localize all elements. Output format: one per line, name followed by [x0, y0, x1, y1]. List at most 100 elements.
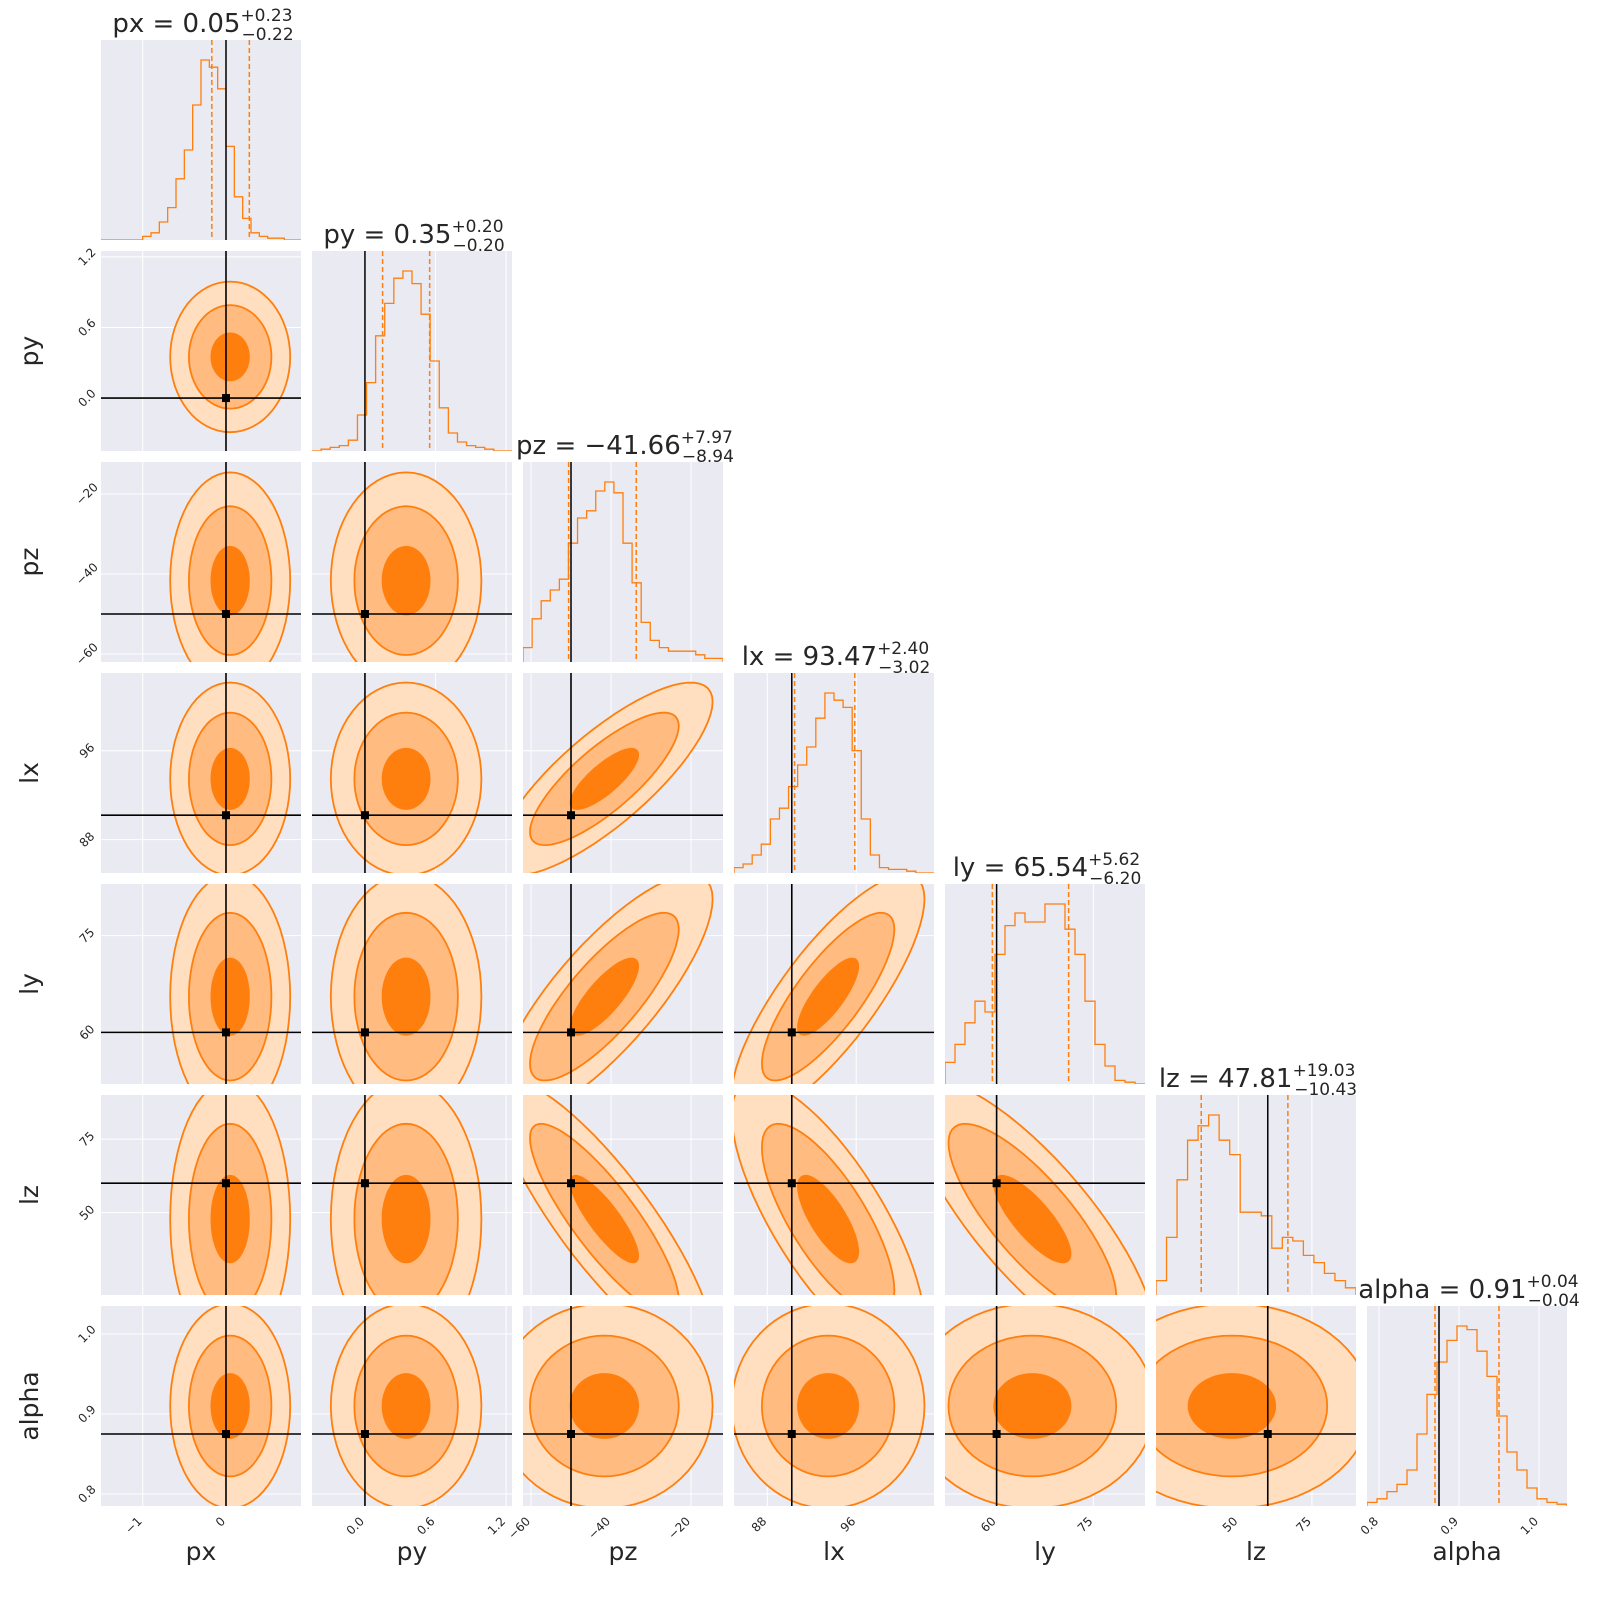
- x-tick-label: 88: [749, 1514, 770, 1535]
- contour-1-sigma: [210, 1174, 250, 1264]
- y-tick-label: 50: [77, 1202, 98, 1223]
- panel-background: [523, 462, 723, 662]
- hist-panel-py: [312, 251, 512, 451]
- y-axis-label-lx: lx: [15, 762, 44, 784]
- truth-marker: [787, 1430, 796, 1438]
- x-tick-label: 1.0: [1518, 1514, 1541, 1537]
- contour-panel-alpha-vs-py: [312, 1306, 512, 1506]
- contour-1-sigma: [210, 332, 250, 382]
- y-tick-label: 75: [77, 1129, 98, 1150]
- y-tick-label: −20: [73, 480, 101, 508]
- truth-marker: [222, 394, 230, 403]
- x-tick-label: 60: [978, 1514, 999, 1535]
- truth-marker: [222, 1430, 230, 1438]
- y-tick-label: 75: [77, 925, 98, 946]
- contour-panel-alpha-vs-lz: [1156, 1306, 1356, 1506]
- x-tick-label: 96: [838, 1514, 859, 1535]
- y-tick-label: 1.2: [75, 245, 98, 268]
- contour-panel-lz-vs-py: [312, 1095, 512, 1295]
- panel-title-pz: pz = −41.66+7.97 −8.94: [516, 428, 734, 467]
- panel-background: [734, 673, 934, 873]
- hist-panel-lz: [1156, 1095, 1356, 1295]
- y-tick-label: 0.9: [75, 1402, 98, 1425]
- truth-marker: [222, 811, 230, 820]
- contour-panel-ly-vs-px: [101, 884, 301, 1084]
- y-axis-label-py: py: [15, 335, 44, 366]
- histogram-lx: [734, 692, 934, 873]
- hist-panel-alpha: [1367, 1306, 1567, 1506]
- y-tick-label: 0.6: [75, 316, 98, 339]
- contour-1-sigma: [797, 957, 860, 1036]
- contour-1-sigma: [210, 747, 250, 810]
- contour-panel-lz-vs-px: [101, 1095, 301, 1295]
- truth-marker: [222, 1028, 230, 1037]
- x-tick-label: 1.2: [485, 1514, 508, 1537]
- truth-marker: [360, 1028, 369, 1037]
- histogram-alpha: [1367, 1325, 1567, 1506]
- contour-panel-lx-vs-pz: [523, 673, 723, 873]
- contour-panel-pz-vs-py: [312, 462, 512, 662]
- x-axis-label-lz: lz: [1246, 1537, 1266, 1566]
- x-axis-label-py: py: [397, 1537, 428, 1566]
- y-tick-label: 1.0: [75, 1322, 98, 1345]
- y-tick-label: 0.0: [75, 386, 98, 409]
- truth-marker: [992, 1179, 1001, 1188]
- truth-marker: [787, 1179, 796, 1188]
- y-tick-label: 96: [77, 740, 98, 761]
- panel-title-alpha: alpha = 0.91+0.04 −0.04: [1358, 1272, 1580, 1311]
- panel-title-lx: lx = 93.47+2.40 −3.02: [742, 639, 931, 678]
- truth-marker: [360, 1179, 369, 1188]
- contour-panel-lz-vs-lx: [734, 1095, 934, 1295]
- x-axis-label-pz: pz: [609, 1537, 638, 1566]
- contour-panel-ly-vs-py: [312, 884, 512, 1084]
- panel-background: [1367, 1306, 1567, 1506]
- x-axis-label-lx: lx: [823, 1537, 845, 1566]
- x-tick-label: −20: [665, 1514, 693, 1542]
- panel-background: [312, 251, 512, 451]
- panel-title-px: px = 0.05+0.23 −0.22: [112, 6, 293, 45]
- panel-title-py: py = 0.35+0.20 −0.20: [323, 217, 504, 256]
- truth-marker: [360, 811, 369, 820]
- truth-marker: [222, 610, 230, 618]
- x-tick-label: 0.9: [1438, 1514, 1461, 1537]
- x-tick-label: 75: [1293, 1514, 1314, 1535]
- y-axis-label-alpha: alpha: [15, 1371, 44, 1440]
- x-tick-label: 0.6: [414, 1514, 437, 1537]
- y-axis-label-lz: lz: [15, 1185, 44, 1205]
- x-axis-label-alpha: alpha: [1432, 1537, 1501, 1566]
- contour-1-sigma: [381, 1373, 431, 1439]
- x-axis-label-ly: ly: [1034, 1537, 1056, 1566]
- contour-1-sigma: [210, 1373, 250, 1439]
- histogram-ly: [945, 903, 1145, 1084]
- y-tick-label: 60: [77, 1022, 98, 1043]
- hist-panel-pz: [523, 462, 723, 662]
- contour-panel-alpha-vs-lx: [734, 1306, 934, 1506]
- x-tick-label: 0.0: [344, 1514, 367, 1537]
- contour-panel-lz-vs-pz: [523, 1095, 723, 1295]
- y-axis-label-pz: pz: [15, 548, 44, 577]
- x-tick-label: 0.8: [1358, 1514, 1381, 1537]
- panel-title-lz: lz = 47.81+19.03 −10.43: [1159, 1061, 1357, 1100]
- truth-marker: [567, 1430, 575, 1438]
- contour-1-sigma: [993, 1373, 1072, 1439]
- contour-1-sigma: [381, 545, 431, 616]
- truth-marker: [567, 811, 575, 820]
- contour-panel-ly-vs-pz: [523, 884, 723, 1084]
- histogram-px: [101, 59, 301, 240]
- histogram-pz: [523, 481, 723, 662]
- x-axis-label-px: px: [186, 1537, 217, 1566]
- truth-marker: [567, 1179, 575, 1188]
- truth-marker: [992, 1430, 1001, 1438]
- truth-marker: [360, 1430, 369, 1438]
- y-tick-label: 0.8: [75, 1482, 98, 1505]
- truth-marker: [567, 1028, 575, 1037]
- x-tick-label: 0: [213, 1514, 228, 1529]
- contour-panel-lx-vs-px: [101, 673, 301, 873]
- y-tick-label: −40: [73, 560, 101, 588]
- panel-title-ly: ly = 65.54+5.62 −6.20: [953, 850, 1142, 889]
- contour-panel-ly-vs-lx: [734, 884, 934, 1084]
- contour-1-sigma: [210, 957, 250, 1036]
- y-tick-label: −60: [73, 640, 101, 668]
- histogram-py: [312, 270, 512, 451]
